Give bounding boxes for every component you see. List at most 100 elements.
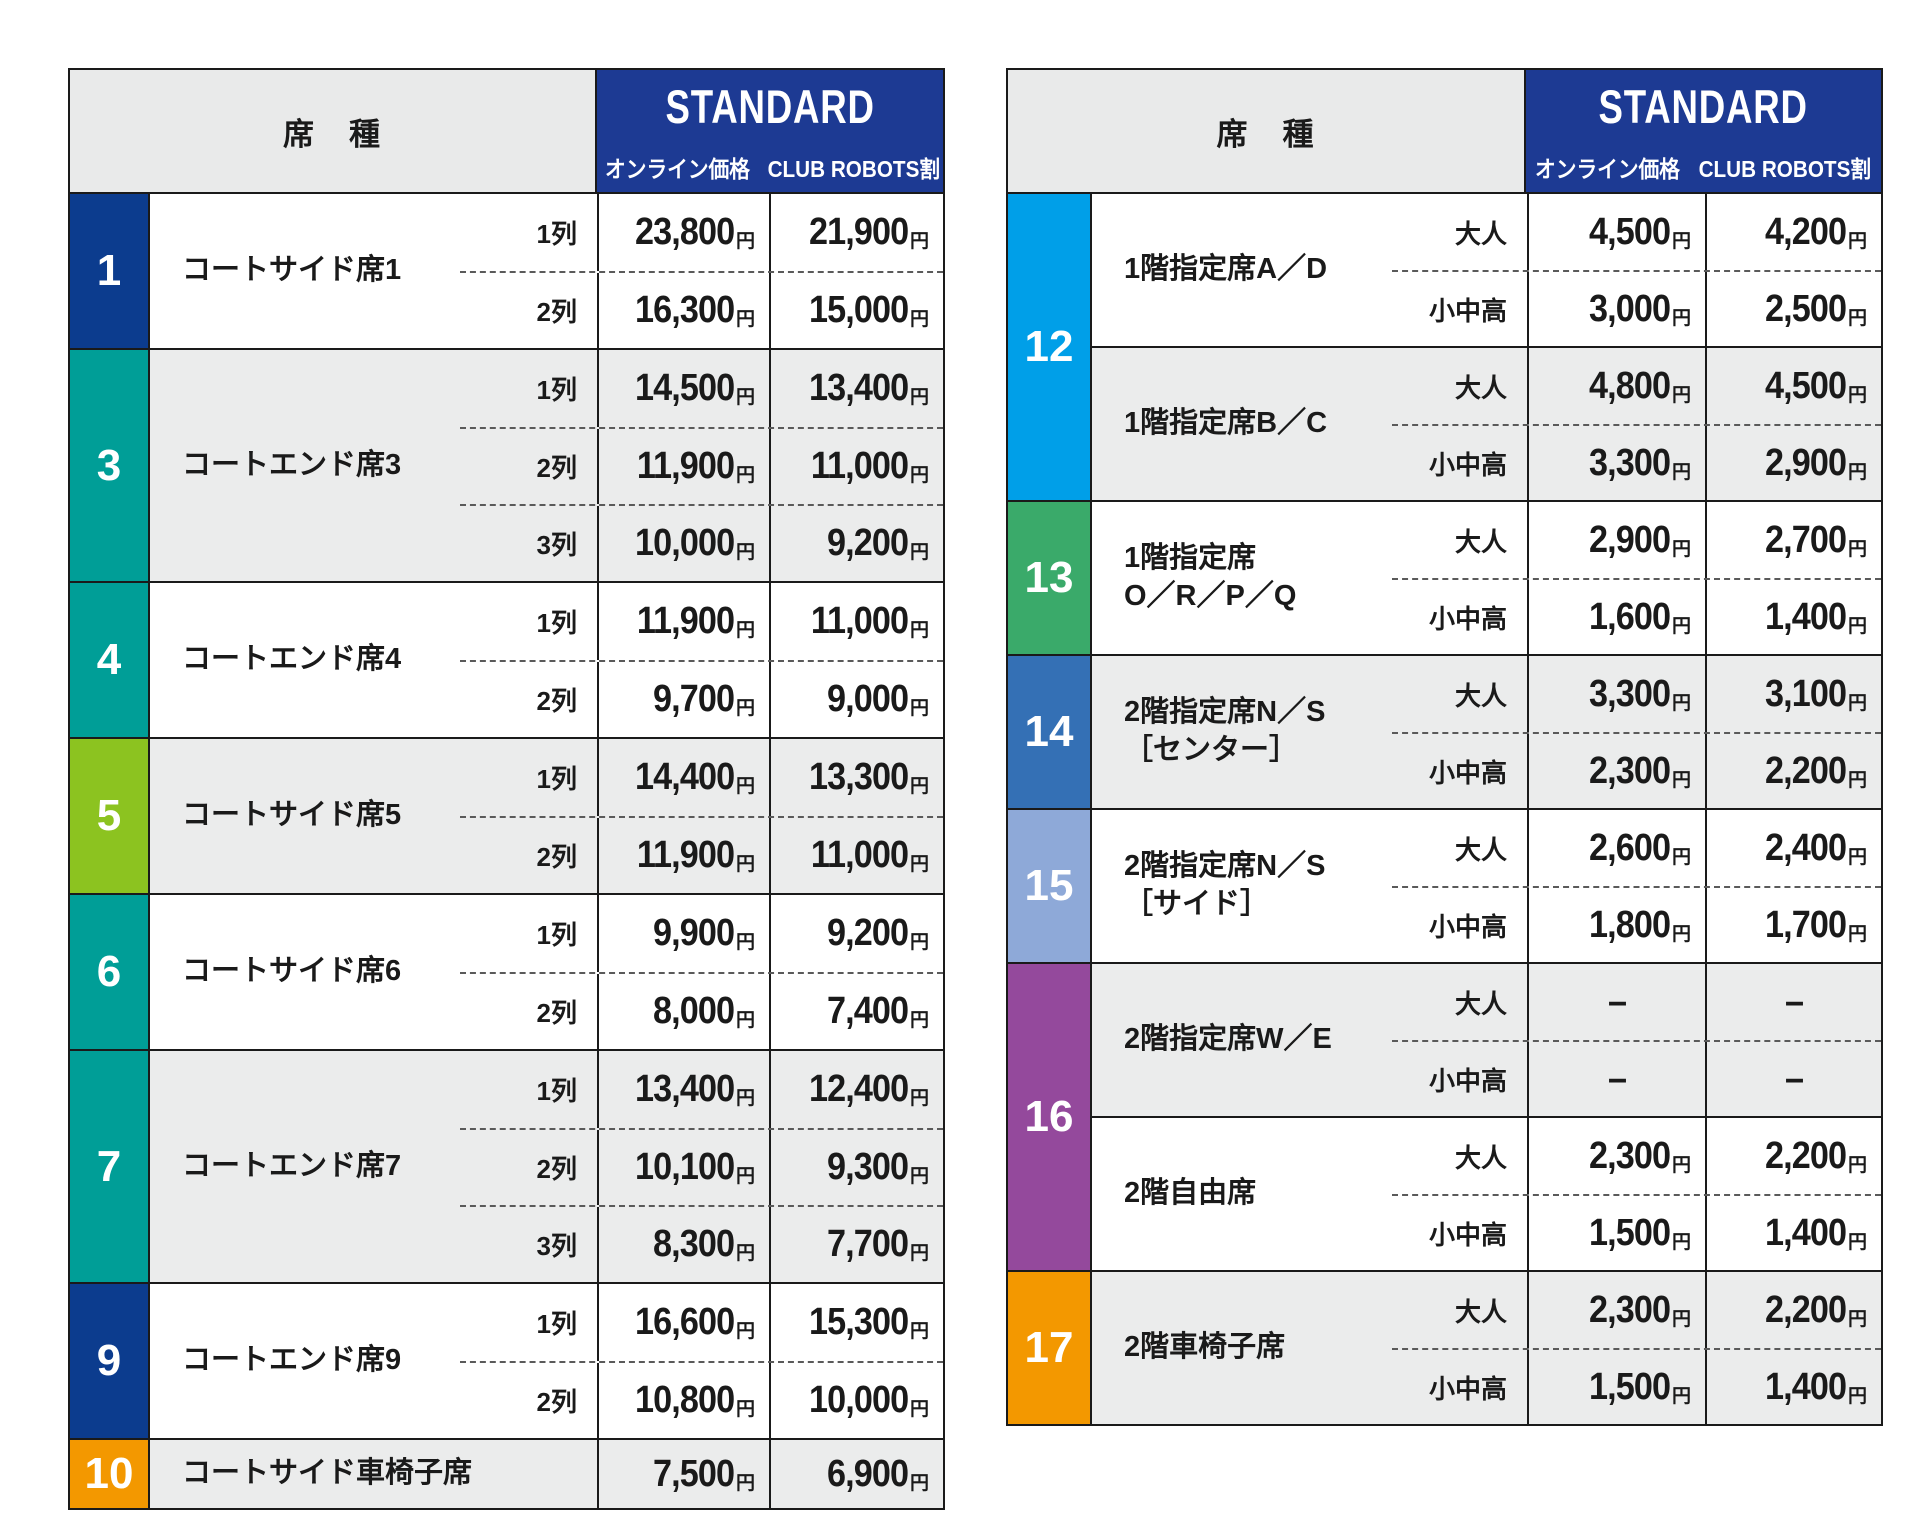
price-row: 2列 11,900 円 11,000 円 (460, 427, 943, 504)
online-price-cell: 16,600 円 (597, 1284, 769, 1361)
seat-name: 2階指定席N／S ［サイド］ (1124, 850, 1326, 920)
seat-name: 2階指定席W／E (1124, 1023, 1332, 1056)
price-value: 14,400 (634, 756, 735, 798)
seat-section: コートエンド席9 1列 16,600 円 15,300 円 2列 10,800 円 1… (150, 1284, 943, 1438)
seat-group-9: 9 コートエンド席9 1列 16,600 円 15,300 円 2列 10,800 円… (70, 1282, 943, 1438)
price-row: 大人 4,800 円 4,500 円 (1392, 348, 1881, 424)
seat-number-badge: 4 (70, 583, 150, 737)
price-value: 6,900 (826, 1452, 909, 1495)
online-price-cell: 2,900 円 (1527, 502, 1705, 578)
yen-unit: 円 (1847, 769, 1867, 791)
club-price-cell: 21,900 円 (769, 194, 943, 271)
standard-plan-header: STANDARD オンライン価格 CLUB ROBOTS割 (595, 70, 943, 192)
price-row: 大人 3,300 円 3,100 円 (1392, 656, 1881, 732)
yen-unit: 円 (909, 387, 929, 408)
plan-title: STANDARD (1598, 79, 1809, 133)
price-row: 小中高 3,300 円 2,900 円 (1392, 424, 1881, 500)
price-value: – (1784, 1057, 1804, 1100)
seat-name: 2階指定席N／S ［センター］ (1124, 696, 1326, 766)
online-price-cell: 8,000 円 (597, 974, 769, 1049)
yen-unit: 円 (1671, 1154, 1691, 1176)
seat-number-badge: 10 (70, 1440, 150, 1508)
price-row: 1列 14,400 円 13,300 円 (460, 739, 943, 816)
price-value: 4,200 (1764, 210, 1847, 253)
yen-unit: 円 (909, 776, 929, 797)
row-label: 小中高 (1428, 295, 1507, 326)
row-label: 大人 (1454, 834, 1507, 865)
price-value: 14,500 (634, 367, 735, 409)
seat-group-12: 12 1階指定席A／D 大人 4,500 円 4,200 円 小中高 3,000 円 … (1008, 194, 1881, 500)
online-price-cell: 4,500 円 (1527, 194, 1705, 270)
row-label: 大人 (1454, 988, 1507, 1019)
price-value: 2,200 (1764, 749, 1847, 792)
row-label: 1列 (536, 608, 577, 638)
yen-unit: 円 (909, 1010, 929, 1031)
price-row: 大人 2,600 円 2,400 円 (1392, 810, 1881, 886)
row-label: 大人 (1454, 1142, 1507, 1173)
price-value: 1,400 (1764, 1211, 1847, 1254)
seat-name: 1階指定席A／D (1124, 253, 1328, 286)
online-price-cell: – (1527, 964, 1705, 1040)
seat-name: コートサイド席5 (182, 799, 402, 832)
price-value: – (1607, 1057, 1627, 1100)
row-label: 小中高 (1428, 911, 1507, 942)
row-label: 2列 (536, 297, 577, 327)
yen-unit: 円 (909, 932, 929, 953)
table-header: 席 種 STANDARD オンライン価格 CLUB ROBOTS割 (70, 70, 943, 194)
price-row: 大人 2,300 円 2,200 円 (1392, 1118, 1881, 1194)
yen-unit: 円 (735, 1472, 755, 1494)
price-value: 3,000 (1588, 287, 1671, 330)
seat-number-badge: 3 (70, 350, 150, 581)
seat-name: コートエンド席3 (182, 448, 402, 481)
online-price-cell: 16,300 円 (597, 273, 769, 348)
seat-number-badge: 17 (1008, 1272, 1092, 1424)
seat-group-15: 15 2階指定席N／S ［サイド］ 大人 2,600 円 2,400 円 小中高 1,… (1008, 808, 1881, 962)
online-price-column-header: オンライン価格 (605, 156, 750, 182)
left-price-table: 席 種 STANDARD オンライン価格 CLUB ROBOTS割 1 コートサ… (68, 68, 945, 1510)
yen-unit: 円 (735, 309, 755, 330)
price-value: 11,900 (636, 600, 735, 642)
online-price-cell: 9,700 円 (597, 662, 769, 737)
price-row: 小中高 2,300 円 2,200 円 (1392, 732, 1881, 808)
price-row: 小中高 1,500 円 1,400 円 (1392, 1194, 1881, 1270)
yen-unit: 円 (1671, 538, 1691, 560)
club-discount-column-header: CLUB ROBOTS割 (1698, 156, 1872, 182)
row-label: 大人 (1454, 372, 1507, 403)
seat-name: コートサイド席1 (182, 254, 402, 287)
table-header: 席 種 STANDARD オンライン価格 CLUB ROBOTS割 (1008, 70, 1881, 194)
row-label: 2列 (536, 842, 577, 872)
yen-unit: 円 (1671, 1385, 1691, 1407)
yen-unit: 円 (909, 854, 929, 875)
price-value: 9,200 (826, 912, 909, 954)
seat-group-3: 3 コートエンド席3 1列 14,500 円 13,400 円 2列 11,900 円… (70, 348, 943, 581)
row-label: 1列 (536, 375, 577, 405)
seat-section: 1階指定席B／C 大人 4,800 円 4,500 円 小中高 3,300 円 2,9… (1092, 346, 1881, 500)
club-price-cell: 11,000 円 (769, 583, 943, 660)
yen-unit: 円 (909, 231, 929, 252)
price-row: 小中高 1,500 円 1,400 円 (1392, 1348, 1881, 1424)
yen-unit: 円 (735, 854, 755, 875)
club-price-cell: 4,500 円 (1705, 348, 1881, 424)
price-value: 10,100 (634, 1146, 735, 1188)
club-price-cell: 6,900 円 (769, 1440, 943, 1508)
club-price-cell: 15,300 円 (769, 1284, 943, 1361)
seat-group-5: 5 コートサイド席5 1列 14,400 円 13,300 円 2列 11,900 円… (70, 737, 943, 893)
online-price-cell: 4,800 円 (1527, 348, 1705, 424)
yen-unit: 円 (1847, 461, 1867, 483)
price-row: 大人 2,300 円 2,200 円 (1392, 1272, 1881, 1348)
seat-group-4: 4 コートエンド席4 1列 11,900 円 11,000 円 2列 9,700 円 … (70, 581, 943, 737)
price-value: 11,900 (636, 445, 735, 487)
seat-section: 2階車椅子席 大人 2,300 円 2,200 円 小中高 1,500 円 1,400… (1092, 1272, 1881, 1424)
seat-number-badge: 9 (70, 1284, 150, 1438)
row-label: 大人 (1454, 680, 1507, 711)
price-value: 16,600 (634, 1301, 735, 1343)
seat-name: 1階指定席 O／R／P／Q (1124, 542, 1297, 612)
online-price-cell: 14,500 円 (597, 350, 769, 427)
price-row: 7,500 円 6,900 円 (460, 1440, 943, 1508)
row-label: 小中高 (1428, 1065, 1507, 1096)
price-value: 4,500 (1588, 210, 1671, 253)
price-row: 2列 16,300 円 15,000 円 (460, 271, 943, 348)
yen-unit: 円 (1671, 461, 1691, 483)
price-value: 8,300 (652, 1223, 735, 1265)
seat-number-badge: 1 (70, 194, 150, 348)
